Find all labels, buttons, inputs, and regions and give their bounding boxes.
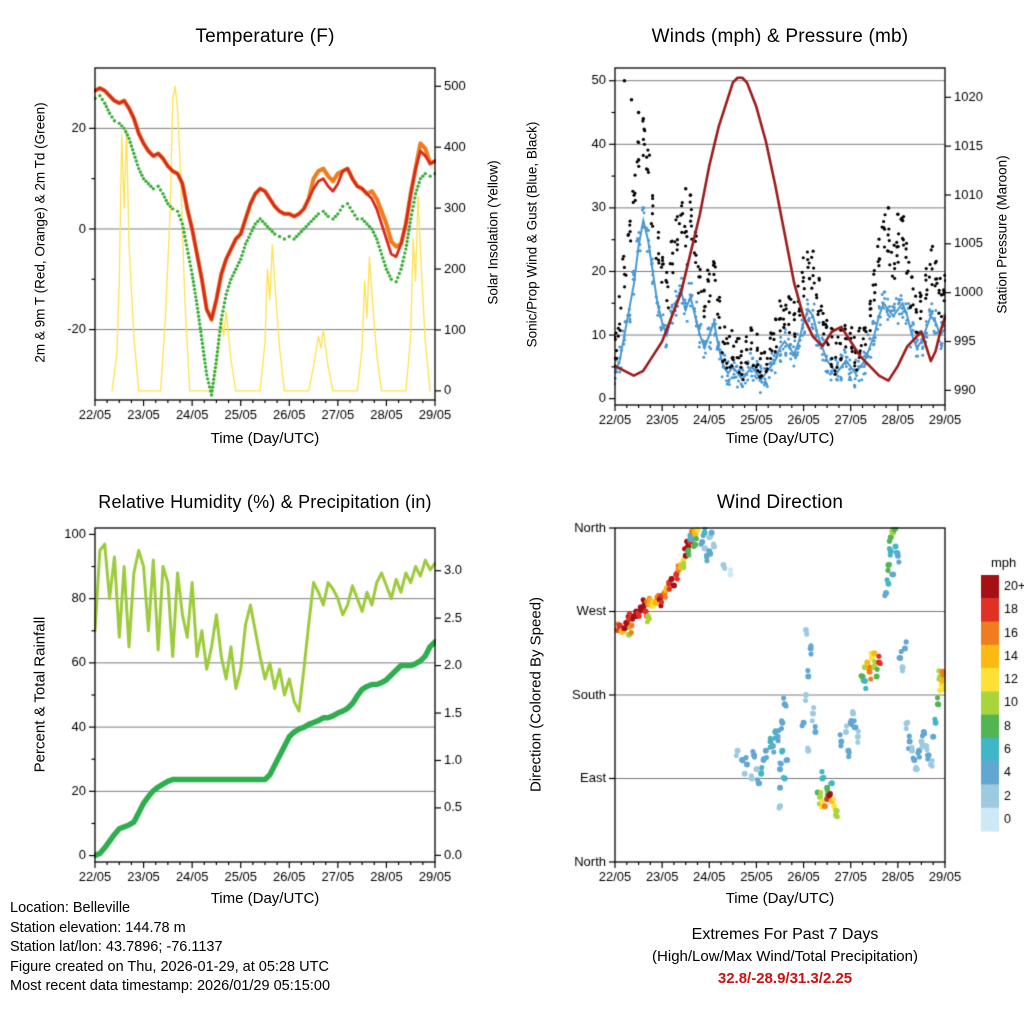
extremes-title: Extremes For Past 7 Days <box>691 926 879 943</box>
extremes-block: Extremes For Past 7 Days (High/Low/Max W… <box>560 926 1010 987</box>
temperature-left-axis-label: 2m & 9m T (Red, Orange) & 2m Td (Green) <box>32 102 48 363</box>
direction-x-axis-label: Time (Day/UTC) <box>725 890 835 907</box>
temperature-x-axis-label: Time (Day/UTC) <box>210 430 320 447</box>
footer-line-timestamp: Most recent data timestamp: 2026/01/29 0… <box>10 978 331 994</box>
humidity-precip-chart <box>0 470 512 920</box>
temperature-panel: Temperature (F) 2m & 9m T (Red, Orange) … <box>0 0 512 470</box>
temperature-title: Temperature (F) <box>195 26 335 47</box>
pressure-right-axis-label: Station Pressure (Maroon) <box>994 155 1010 314</box>
wind-direction-panel: Wind Direction Direction (Colored By Spe… <box>512 470 1024 920</box>
winds-pressure-title: Winds (mph) & Pressure (mb) <box>651 26 909 47</box>
extremes-values: 32.8/-28.9/31.3/2.25 <box>717 970 853 987</box>
station-info: Location: Belleville Station elevation: … <box>10 899 330 997</box>
humidity-precip-title: Relative Humidity (%) & Precipitation (i… <box>98 492 432 512</box>
winds-pressure-panel: Winds (mph) & Pressure (mb) Sonic/Prop W… <box>512 0 1024 470</box>
extremes-subtitle: (High/Low/Max Wind/Total Precipitation) <box>652 948 918 965</box>
direction-left-axis-label: Direction (Colored By Speed) <box>527 596 545 793</box>
humidity-x-axis-label: Time (Day/UTC) <box>210 890 320 907</box>
winds-x-axis-label: Time (Day/UTC) <box>725 430 835 447</box>
footer-line-created: Figure created on Thu, 2026-01-29, at 05… <box>10 958 329 975</box>
footer-line-latlon: Station lat/lon: 43.7896; -76.1137 <box>10 939 223 955</box>
wind-direction-title: Wind Direction <box>716 492 844 513</box>
temperature-chart <box>0 0 512 450</box>
humidity-left-axis-label: Percent & Total Rainfall <box>31 616 49 773</box>
footer-line-elevation: Station elevation: 144.78 m <box>10 919 186 936</box>
footer-line-location: Location: Belleville <box>10 900 131 916</box>
winds-left-axis-label: Sonic/Prop Wind & Gust (Blue, Black) <box>524 121 540 348</box>
winds-pressure-chart <box>512 0 1024 450</box>
wind-direction-chart <box>512 470 1024 920</box>
humidity-precip-panel: Relative Humidity (%) & Precipitation (i… <box>0 470 512 920</box>
temperature-right-axis-label: Solar Insolation (Yellow) <box>485 160 501 305</box>
